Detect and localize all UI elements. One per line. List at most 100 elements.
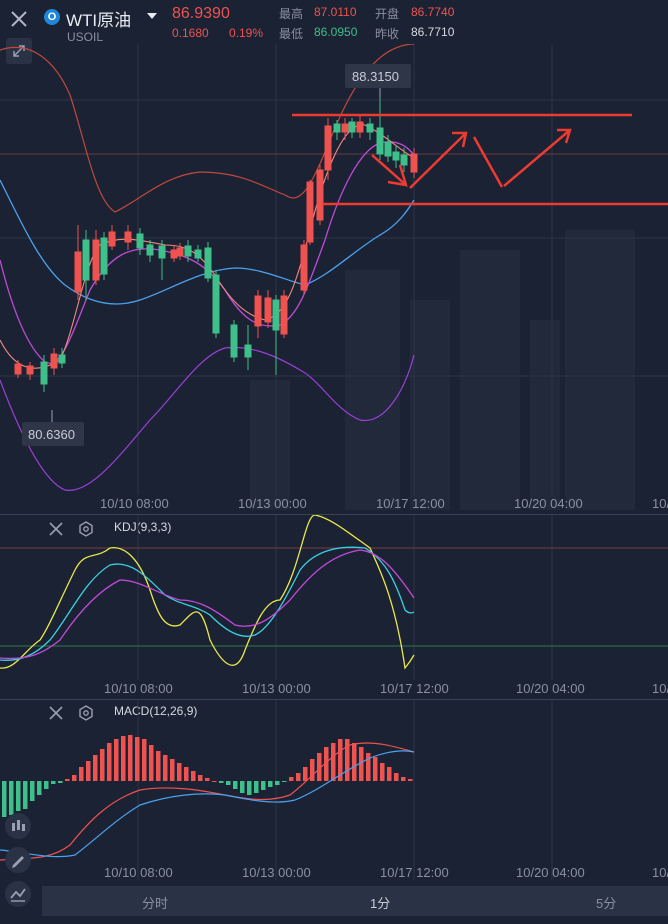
macd-histogram-bar (212, 781, 217, 782)
macd-histogram-bar (324, 747, 329, 781)
macd-histogram-bar (23, 781, 28, 809)
macd-histogram-bar (317, 753, 322, 781)
macd-histogram-bar (366, 753, 371, 781)
macd-histogram-bar (338, 739, 343, 781)
macd-histogram-bar (86, 761, 91, 781)
macd-histogram-bar (205, 778, 210, 781)
macd-histogram-bar (254, 781, 259, 793)
symbol-name[interactable]: WTI原油 (66, 11, 132, 30)
macd-histogram-bar (303, 767, 308, 781)
candlestick-icon[interactable] (4, 812, 32, 840)
macd-histogram-bar (30, 781, 35, 801)
macd-histogram-bar (247, 781, 252, 795)
high-value: 87.0110 (314, 5, 357, 19)
macd-histogram-bar (79, 767, 84, 781)
x-axis-label: 10/13 00:00 (242, 681, 311, 696)
close-icon[interactable] (6, 6, 32, 32)
kdj-chart[interactable]: 10/10 08:00 10/13 00:00 10/17 12:00 10/2… (0, 515, 668, 700)
macd-histogram-bar (128, 735, 133, 781)
panel-divider (0, 514, 668, 515)
prev-close-label: 昨收 (375, 27, 400, 41)
macd-histogram-bar (58, 781, 63, 783)
macd-histogram-bar (177, 763, 182, 781)
x-axis-label: 10/10 08:00 (100, 496, 169, 511)
macd-histogram-bar (310, 759, 315, 781)
macd-histogram-bar (359, 747, 364, 781)
tab-5min[interactable]: 5分 (596, 896, 617, 911)
max-price-marker: 88.3150 (352, 69, 399, 84)
macd-histogram-bar (114, 739, 119, 781)
x-axis-label: 10/17 12:00 (380, 865, 449, 880)
macd-histogram-bar (387, 767, 392, 781)
macd-histogram-bar (226, 781, 231, 785)
macd-histogram-bar (142, 739, 147, 781)
x-axis-label: 10/ (652, 681, 668, 696)
x-axis-label: 10/ (652, 865, 668, 880)
macd-histogram-bar (240, 781, 245, 793)
macd-histogram-bar (2, 781, 7, 817)
macd-histogram-bar (331, 743, 336, 781)
macd-histogram-bar (121, 736, 126, 781)
kdj-indicator-label: KDJ(9,3,3) (114, 520, 172, 534)
macd-histogram-bar (282, 781, 287, 782)
macd-histogram-bar (163, 755, 168, 781)
expand-icon[interactable] (6, 38, 32, 64)
min-price-marker: 80.6360 (28, 427, 75, 442)
macd-indicator-label: MACD(12,26,9) (114, 704, 198, 718)
macd-chart[interactable]: 10/10 08:00 10/13 00:00 10/17 12:00 10/2… (0, 700, 668, 885)
line-indicator-icon[interactable] (4, 880, 32, 908)
macd-histogram-bar (184, 767, 189, 781)
last-price: 86.9390 (172, 5, 230, 22)
x-axis-label: 10/13 00:00 (242, 865, 311, 880)
macd-histogram-bar (408, 779, 413, 781)
macd-histogram-bar (261, 781, 266, 790)
close-icon[interactable] (46, 704, 66, 722)
macd-histogram-bar (37, 781, 42, 795)
x-axis-label: 10/10 08:00 (104, 865, 173, 880)
chevron-down-icon[interactable] (147, 13, 157, 19)
x-axis-label: 10/17 12:00 (380, 681, 449, 696)
x-axis-label: 10/17 12:00 (376, 496, 445, 511)
macd-histogram-bar (51, 781, 56, 784)
open-label: 开盘 (375, 7, 400, 21)
x-axis-label: 10/ (652, 496, 668, 511)
macd-histogram-bar (268, 781, 273, 787)
price-change-percent: 0.19% (229, 26, 264, 40)
symbol-code: USOIL (67, 30, 104, 44)
macd-histogram-bar (198, 775, 203, 781)
high-label: 最高 (279, 7, 304, 21)
macd-histogram-bar (93, 755, 98, 781)
macd-histogram-bar (100, 749, 105, 781)
low-value: 86.0950 (314, 25, 358, 39)
tab-1min[interactable]: 1分 (370, 896, 391, 911)
macd-histogram-bar (401, 777, 406, 781)
close-icon[interactable] (46, 520, 66, 538)
hexagon-settings-icon[interactable] (76, 519, 96, 539)
x-axis-label: 10/10 08:00 (104, 681, 173, 696)
macd-histogram-bar (394, 773, 399, 781)
macd-histogram-bar (156, 751, 161, 781)
symbol-badge: O (44, 9, 60, 25)
prev-close-value: 86.7710 (411, 25, 455, 39)
macd-histogram-bar (191, 771, 196, 781)
macd-histogram-bar (9, 781, 14, 815)
price-change: 0.1680 (172, 26, 209, 40)
x-axis-label: 10/13 00:00 (238, 496, 307, 511)
macd-histogram-bar (289, 777, 294, 781)
candlestick-chart[interactable]: 88.3150 80.6360 10/10 08:00 10/13 00:00 … (0, 44, 668, 514)
x-axis-label: 10/20 04:00 (516, 865, 585, 880)
pen-icon[interactable] (4, 846, 32, 874)
tab-timeline[interactable]: 分时 (142, 896, 169, 911)
macd-histogram-bar (135, 737, 140, 781)
timeframe-bar (42, 886, 668, 916)
hexagon-settings-icon[interactable] (76, 703, 96, 723)
macd-histogram-bar (352, 743, 357, 781)
macd-histogram-bar (219, 781, 224, 783)
x-axis-label: 10/20 04:00 (516, 681, 585, 696)
macd-histogram-bar (233, 781, 238, 789)
macd-histogram-bar (65, 779, 70, 781)
macd-histogram-bar (149, 745, 154, 781)
macd-histogram-bar (380, 763, 385, 781)
macd-histogram-bar (296, 773, 301, 781)
panel-divider (0, 699, 668, 700)
